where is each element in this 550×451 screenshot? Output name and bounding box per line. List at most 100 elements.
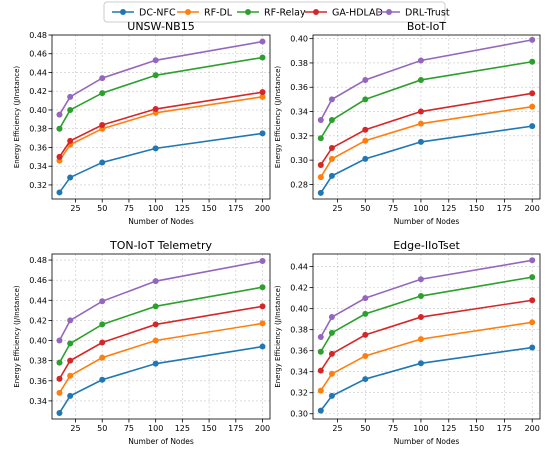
x-tick-label: 50 [97, 204, 107, 213]
series-drl-trust [56, 38, 266, 118]
legend-label: GA-HDLAD [332, 8, 383, 19]
x-tick-label: 25 [70, 204, 80, 213]
data-point [328, 144, 335, 151]
series-drl-trust [56, 258, 266, 344]
y-tick-label: 0.40 [290, 35, 308, 44]
data-point [99, 376, 106, 383]
data-point [56, 153, 63, 160]
data-point [328, 155, 335, 162]
data-point [362, 137, 369, 144]
y-tick-label: 0.44 [290, 263, 308, 272]
x-tick-label: 200 [525, 424, 540, 433]
x-tick-label: 25 [332, 204, 342, 213]
legend-label: DC-NFC [139, 8, 176, 19]
panel-ton-iot-telemetry: 25 50 75 100 125 150 175 200 0.34 0.36 0.38 0.40 0.4… [13, 239, 271, 446]
x-tick-label: 50 [360, 424, 370, 433]
data-point [317, 161, 324, 168]
legend-marker [185, 9, 191, 15]
series-line [320, 299, 533, 372]
series-dc-nfc [56, 130, 266, 196]
x-tick-label: 200 [525, 204, 540, 213]
data-point [328, 96, 335, 103]
series-rf-dl [317, 103, 536, 181]
data-point [362, 331, 369, 338]
y-tick-label: 0.34 [29, 397, 47, 406]
x-tick-label: 25 [70, 424, 80, 433]
data-point [328, 117, 335, 124]
data-point [67, 392, 74, 399]
x-tick-label: 50 [97, 424, 107, 433]
chart-title: UNSW-NB15 [127, 20, 194, 33]
data-point [417, 138, 424, 145]
legend-item-dc-nfc: DC-NFC [112, 8, 176, 19]
data-point [417, 276, 424, 283]
legend-item-ga-hdlad: GA-HDLAD [305, 8, 383, 19]
chart-title: Edge-IIoTset [393, 239, 460, 252]
data-point [99, 321, 106, 328]
data-point [362, 155, 369, 162]
series-rf-dl [56, 320, 266, 396]
legend-marker [313, 9, 319, 15]
data-point [328, 350, 335, 357]
y-tick-label: 0.32 [29, 181, 47, 190]
data-point [362, 310, 369, 317]
data-point [152, 337, 159, 344]
x-tick-label: 75 [388, 424, 398, 433]
x-tick-label: 175 [228, 204, 243, 213]
data-point [56, 375, 63, 382]
data-point [99, 159, 106, 166]
chart-title: Bot-IoT [407, 20, 447, 33]
data-point [56, 389, 63, 396]
data-point [67, 340, 74, 347]
data-point [56, 337, 63, 344]
data-point [67, 106, 74, 113]
x-axis-label: Number of Nodes [128, 217, 194, 226]
y-tick-label: 0.40 [29, 337, 47, 346]
plot-frame [312, 253, 541, 420]
x-tick-label: 100 [413, 424, 428, 433]
x-tick-label: 175 [497, 424, 512, 433]
data-point [362, 96, 369, 103]
data-point [56, 189, 63, 196]
x-axis-label: Number of Nodes [394, 217, 460, 226]
data-point [56, 359, 63, 366]
series-line [58, 345, 263, 414]
legend-marker [386, 9, 392, 15]
series-line [320, 92, 533, 166]
series-line [58, 305, 263, 380]
data-point [529, 90, 536, 97]
x-tick-label: 125 [175, 204, 190, 213]
data-point [99, 298, 106, 305]
data-point [67, 137, 74, 144]
y-tick-label: 0.48 [29, 31, 47, 40]
series-drl-trust [317, 257, 536, 341]
data-point [152, 57, 159, 64]
data-point [99, 121, 106, 128]
panel-bot-iot: 25 50 75 100 125 150 175 200 0.28 0.30 0.32 0.34 0.3… [274, 20, 541, 226]
data-point [362, 376, 369, 383]
data-point [56, 125, 63, 132]
legend-label: RF-Relay [264, 8, 306, 19]
data-point [317, 367, 324, 374]
series-ga-hdlad [317, 90, 536, 168]
y-tick-label: 0.42 [290, 284, 308, 293]
data-point [328, 314, 335, 321]
data-point [529, 257, 536, 264]
data-point [259, 258, 266, 265]
data-point [259, 303, 266, 310]
data-point [259, 320, 266, 327]
x-tick-label: 200 [255, 204, 270, 213]
data-point [259, 38, 266, 45]
data-point [362, 76, 369, 83]
y-tick-label: 0.36 [290, 83, 308, 92]
data-point [417, 76, 424, 83]
y-tick-label: 0.40 [29, 106, 47, 115]
y-tick-label: 0.44 [29, 68, 47, 77]
series-line [58, 322, 263, 394]
series-rf-relay [56, 54, 266, 132]
data-point [328, 392, 335, 399]
data-point [328, 172, 335, 179]
x-tick-label: 25 [332, 424, 342, 433]
series-rf-dl [317, 319, 536, 394]
data-point [67, 317, 74, 324]
